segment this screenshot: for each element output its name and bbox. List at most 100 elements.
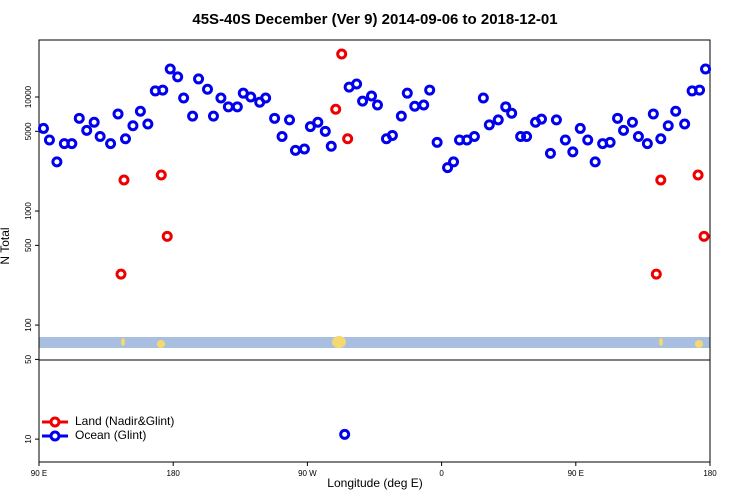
point: [698, 230, 710, 242]
point: [336, 48, 348, 60]
point: [589, 156, 601, 168]
point: [662, 120, 674, 132]
point: [231, 101, 243, 113]
point: [187, 110, 199, 122]
point: [670, 105, 682, 117]
x-axis-label: Longitude (deg E): [327, 476, 422, 490]
point: [424, 84, 436, 96]
point: [574, 122, 586, 134]
point: [73, 112, 85, 124]
land-patch: [332, 336, 346, 348]
point: [105, 138, 117, 150]
point: [325, 140, 337, 152]
point: [37, 122, 49, 134]
point: [468, 131, 480, 143]
point: [193, 73, 205, 85]
y-tick-label: 10: [24, 434, 33, 443]
land-patch: [659, 338, 663, 346]
point: [401, 87, 413, 99]
point: [319, 125, 331, 137]
point: [260, 92, 272, 104]
point: [142, 118, 154, 130]
ocean-strip: [39, 337, 710, 348]
point: [386, 129, 398, 141]
point: [119, 133, 131, 145]
point: [276, 131, 288, 143]
land-patch: [157, 340, 165, 348]
x-tick-label: 180: [703, 469, 717, 478]
point: [118, 174, 130, 186]
point: [550, 114, 562, 126]
y-tick-label: 10000: [24, 85, 33, 108]
point: [506, 107, 518, 119]
point: [431, 136, 443, 148]
point: [371, 99, 383, 111]
plot-frame: [38, 39, 711, 463]
point: [604, 136, 616, 148]
point: [312, 116, 324, 128]
point: [483, 119, 495, 131]
land-patch: [121, 338, 125, 346]
point: [442, 162, 454, 174]
point: [612, 112, 624, 124]
point: [692, 169, 704, 181]
x-tick-label: 180: [167, 469, 181, 478]
x-tick-label: 90 W: [298, 469, 317, 478]
point: [647, 108, 659, 120]
point: [164, 63, 176, 75]
point: [582, 134, 594, 146]
map-strip: [39, 336, 710, 348]
point: [477, 92, 489, 104]
legend-label: Land (Nadir&Glint): [75, 414, 174, 428]
point: [515, 131, 527, 143]
point: [127, 120, 139, 132]
point: [66, 138, 78, 150]
point: [172, 71, 184, 83]
y-tick-label: 1000: [24, 202, 33, 220]
point: [178, 92, 190, 104]
point: [330, 103, 342, 115]
land-patch: [695, 340, 703, 348]
point: [357, 95, 369, 107]
y-tick-label: 5000: [24, 122, 33, 140]
point: [201, 83, 213, 95]
point: [500, 101, 512, 113]
chart-title: 45S-40S December (Ver 9) 2014-09-06 to 2…: [192, 11, 557, 28]
point: [700, 63, 712, 75]
point: [632, 131, 644, 143]
y-tick-label: 100: [24, 318, 33, 332]
point: [298, 143, 310, 155]
x-tick-label: 90 E: [31, 469, 47, 478]
y-axis-label: N Total: [0, 227, 12, 264]
point: [536, 113, 548, 125]
point: [215, 92, 227, 104]
point: [88, 116, 100, 128]
point: [655, 133, 667, 145]
point: [134, 105, 146, 117]
point: [94, 131, 106, 143]
point: [650, 268, 662, 280]
y-tick-label: 500: [24, 238, 33, 252]
x-tick-label: 0: [439, 469, 444, 478]
point: [51, 156, 63, 168]
legend-label: Ocean (Glint): [75, 428, 146, 442]
legend-marker: [49, 416, 61, 428]
point: [521, 131, 533, 143]
point: [207, 110, 219, 122]
point: [448, 156, 460, 168]
point: [641, 138, 653, 150]
y-tick-label: 50: [24, 354, 33, 363]
point: [245, 91, 257, 103]
point: [81, 124, 93, 136]
legend-marker: [49, 430, 61, 442]
point: [366, 90, 378, 102]
point: [626, 116, 638, 128]
point: [395, 110, 407, 122]
point: [342, 133, 354, 145]
point: [304, 121, 316, 133]
point: [559, 134, 571, 146]
point: [655, 174, 667, 186]
point: [544, 147, 556, 159]
